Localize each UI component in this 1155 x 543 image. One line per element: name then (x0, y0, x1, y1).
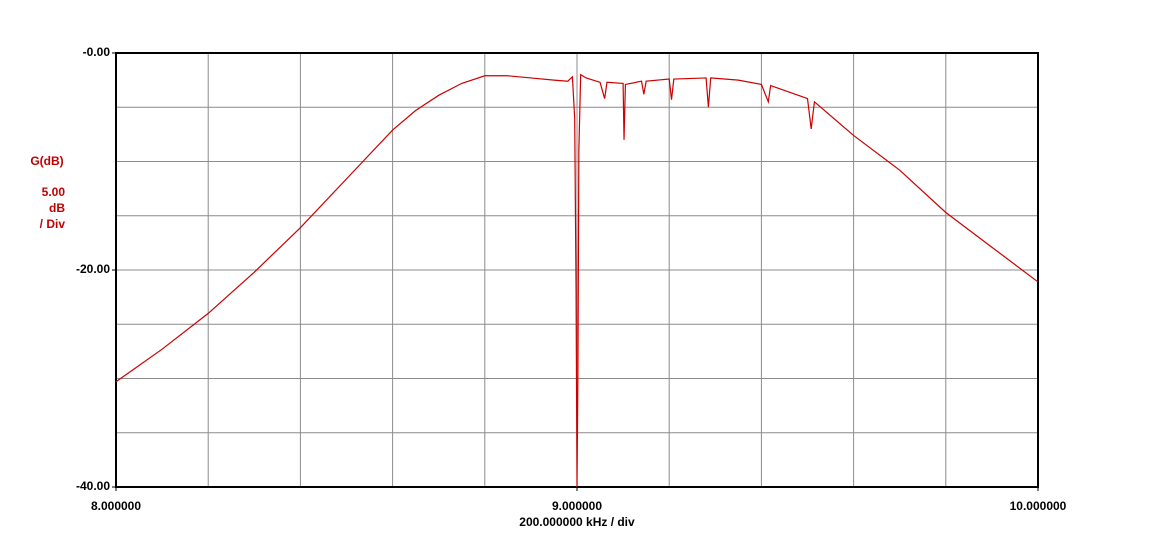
line-series (115, 73, 1039, 488)
y-scale-label: / Div (40, 217, 66, 231)
y-tick-label: -0.00 (83, 45, 111, 59)
x-tick-label: 9.000000 (552, 499, 602, 513)
y-tick-label: -40.00 (76, 479, 110, 493)
y-axis-label: G(dB) (30, 154, 63, 168)
y-scale-label: dB (49, 201, 65, 215)
x-tick-label: 8.000000 (91, 499, 141, 513)
x-tick-label: 10.000000 (1010, 499, 1067, 513)
x-axis-label: 200.000000 kHz / div (519, 515, 635, 529)
y-tick-label: -20.00 (76, 262, 110, 276)
y-scale-label: 5.00 (42, 185, 66, 199)
